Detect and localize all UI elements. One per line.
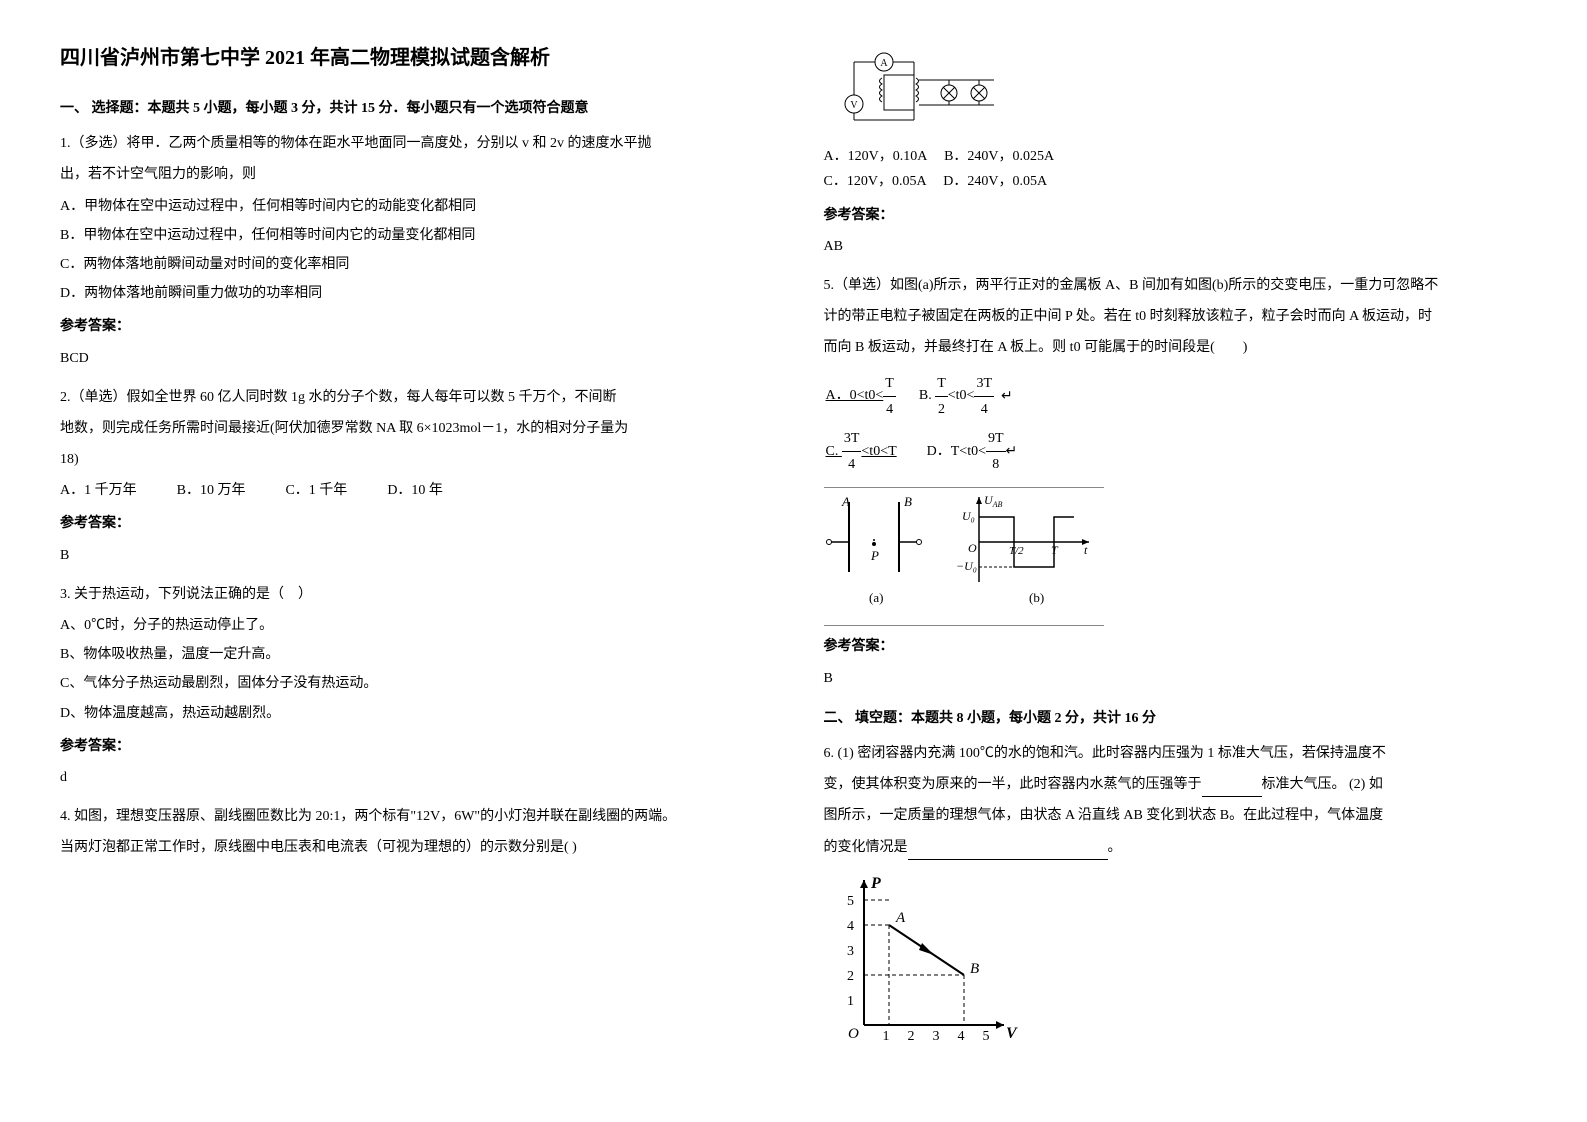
q1-option-b: B．甲物体在空中运动过程中，任何相等时间内它的动量变化都相同 xyxy=(60,223,764,248)
question-4: 4. 如图，理想变压器原、副线圈匝数比为 20:1，两个标有"12V，6W"的小… xyxy=(60,804,764,860)
pv-xlabel: V xyxy=(1006,1025,1018,1042)
q3-option-d: D、物体温度越高，热运动越剧烈。 xyxy=(60,701,764,726)
q2-stem2: 地数，则完成任务所需时间最接近(阿伏加德罗常数 NA 取 6×1023mol－1… xyxy=(60,416,764,441)
q4-option-a: A．120V，0.10A xyxy=(824,149,927,164)
q5-math-a: A．0<t0<T4 xyxy=(824,388,898,403)
q6-stem3: 图所示，一定质量的理想气体，由状态 A 沿直线 AB 变化到状态 B。在此过程中… xyxy=(824,803,1528,828)
q3-option-a: A、0℃时，分子的热运动停止了。 xyxy=(60,613,764,638)
q5-stem2: 计的带正电粒子被固定在两板的正中间 P 处。若在 t0 时刻释放该粒子，粒子会时… xyxy=(824,304,1528,329)
svg-text:4: 4 xyxy=(957,1029,964,1044)
q6-stem1: 6. (1) 密闭容器内充满 100℃的水的饱和汽。此时容器内压强为 1 标准大… xyxy=(824,741,1528,766)
q5-label-P: P xyxy=(870,548,879,563)
voltmeter-label: V xyxy=(850,100,858,111)
section1-header: 一、 选择题：本题共 5 小题，每小题 3 分，共计 15 分．每小题只有一个选… xyxy=(60,96,764,121)
q2-option-a: A．1 千万年 xyxy=(60,478,137,503)
q4-stem2: 当两灯泡都正常工作时，原线圈中电压表和电流表（可视为理想的）的示数分别是( ) xyxy=(60,835,764,860)
q5-label-U0: U₀ xyxy=(962,509,975,523)
pv-chart: P V O 1 2 3 4 5 1 2 3 xyxy=(824,870,1528,1059)
pv-yticks: 1 2 3 4 5 xyxy=(847,894,854,1009)
q4-stem1: 4. 如图，理想变压器原、副线圈匝数比为 20:1，两个标有"12V，6W"的小… xyxy=(60,804,764,829)
q4-option-b: B．240V，0.025A xyxy=(944,149,1054,164)
q5-label-negU0: −U₀ xyxy=(956,559,977,573)
q5-caption-a: (a) xyxy=(869,590,883,605)
q2-answer: B xyxy=(60,543,764,568)
q4-answer: AB xyxy=(824,234,1528,259)
pv-point-a: A xyxy=(895,910,906,926)
q4-option-d: D．240V，0.05A xyxy=(943,174,1047,189)
q3-stem: 3. 关于热运动，下列说法正确的是（ ） xyxy=(60,582,764,607)
q5-figures: A B P (a) xyxy=(824,487,1104,626)
q3-answer-label: 参考答案： xyxy=(60,734,764,759)
q5-label-B: B xyxy=(904,494,912,509)
q5-stem3: 而向 B 板运动，并最终打在 A 板上。则 t0 可能属于的时间段是( ) xyxy=(824,335,1528,360)
q1-option-a: A．甲物体在空中运动过程中，任何相等时间内它的动能变化都相同 xyxy=(60,194,764,219)
q5-label-T: T xyxy=(1051,543,1059,557)
q3-answer: d xyxy=(60,765,764,790)
q2-answer-label: 参考答案： xyxy=(60,511,764,536)
svg-text:2: 2 xyxy=(907,1029,914,1044)
svg-text:2: 2 xyxy=(847,969,854,984)
q5-math-b: B. T2<t0<3T4 xyxy=(919,388,994,403)
section2-header: 二、 填空题：本题共 8 小题，每小题 2 分，共计 16 分 xyxy=(824,706,1528,731)
svg-text:5: 5 xyxy=(847,894,854,909)
pv-ylabel: P xyxy=(870,875,881,892)
q2-option-c: C．1 千年 xyxy=(285,478,347,503)
pv-xticks: 1 2 3 4 5 xyxy=(882,1029,989,1044)
svg-text:1: 1 xyxy=(847,994,854,1009)
q6-blank1 xyxy=(1202,780,1262,798)
question-6: 6. (1) 密闭容器内充满 100℃的水的饱和汽。此时容器内压强为 1 标准大… xyxy=(824,741,1528,1059)
page-title: 四川省泸州市第七中学 2021 年高二物理模拟试题含解析 xyxy=(60,40,764,76)
q4-options-row2: C．120V，0.05A D．240V，0.05A xyxy=(824,169,1528,194)
q5-label-O: O xyxy=(968,541,977,555)
q3-option-c: C、气体分子热运动最剧烈，固体分子没有热运动。 xyxy=(60,671,764,696)
svg-text:3: 3 xyxy=(847,944,854,959)
q6-stem2: 变，使其体积变为原来的一半，此时容器内水蒸气的压强等于标准大气压。 (2) 如 xyxy=(824,772,1528,797)
svg-text:4: 4 xyxy=(847,919,854,934)
question-3: 3. 关于热运动，下列说法正确的是（ ） A、0℃时，分子的热运动停止了。 B、… xyxy=(60,582,764,790)
q1-answer-label: 参考答案： xyxy=(60,314,764,339)
q2-stem3: 18) xyxy=(60,447,764,472)
q5-stem1: 5.（单选）如图(a)所示，两平行正对的金属板 A、B 间加有如图(b)所示的交… xyxy=(824,273,1528,298)
q1-answer: BCD xyxy=(60,346,764,371)
q2-option-b: B．10 万年 xyxy=(177,478,246,503)
q5-caption-b: (b) xyxy=(1029,590,1044,605)
q5-answer: B xyxy=(824,666,1528,691)
q6-blank2 xyxy=(908,842,1108,860)
q1-option-c: C．两物体落地前瞬间动量对时间的变化率相同 xyxy=(60,252,764,277)
circuit-diagram: A V xyxy=(824,50,1528,134)
q4-option-c: C．120V，0.05A xyxy=(824,174,926,189)
q5-answer-label: 参考答案： xyxy=(824,634,1528,659)
pv-origin: O xyxy=(848,1026,859,1042)
svg-text:1: 1 xyxy=(882,1029,889,1044)
question-2: 2.（单选）假如全世界 60 亿人同时数 1g 水的分子个数，每人每年可以数 5… xyxy=(60,385,764,568)
q6-stem4: 的变化情况是。 xyxy=(824,835,1528,860)
q2-stem1: 2.（单选）假如全世界 60 亿人同时数 1g 水的分子个数，每人每年可以数 5… xyxy=(60,385,764,410)
q5-label-UAB: UAB xyxy=(984,493,1003,509)
svg-text:5: 5 xyxy=(982,1029,989,1044)
question-5: 5.（单选）如图(a)所示，两平行正对的金属板 A、B 间加有如图(b)所示的交… xyxy=(824,273,1528,691)
q5-label-t: t xyxy=(1084,543,1088,557)
q4-answer-label: 参考答案： xyxy=(824,203,1528,228)
q3-option-b: B、物体吸收热量，温度一定升高。 xyxy=(60,642,764,667)
question-1: 1.（多选）将甲．乙两个质量相等的物体在距水平地面同一高度处，分别以 v 和 2… xyxy=(60,131,764,371)
q5-label-T2: T/2 xyxy=(1009,545,1024,557)
svg-text:3: 3 xyxy=(932,1029,939,1044)
q2-option-d: D．10 年 xyxy=(387,478,443,503)
q5-math-d: D．T<t0<9T8 xyxy=(927,444,1006,459)
q5-math-c: C. 3T4<t0<T xyxy=(824,444,899,459)
pv-point-b: B xyxy=(970,961,979,977)
ammeter-label: A xyxy=(880,58,888,69)
q5-label-A: A xyxy=(841,494,850,509)
q1-option-d: D．两物体落地前瞬间重力做功的功率相同 xyxy=(60,281,764,306)
q1-stem2: 出，若不计空气阻力的影响，则 xyxy=(60,162,764,187)
q4-options-row1: A．120V，0.10A B．240V，0.025A xyxy=(824,144,1528,169)
q5-options-math: A．0<t0<T4 B. T2<t0<3T4 ↵ C. 3T4<t0<T D．T… xyxy=(824,371,1528,478)
q1-stem1: 1.（多选）将甲．乙两个质量相等的物体在距水平地面同一高度处，分别以 v 和 2… xyxy=(60,131,764,156)
